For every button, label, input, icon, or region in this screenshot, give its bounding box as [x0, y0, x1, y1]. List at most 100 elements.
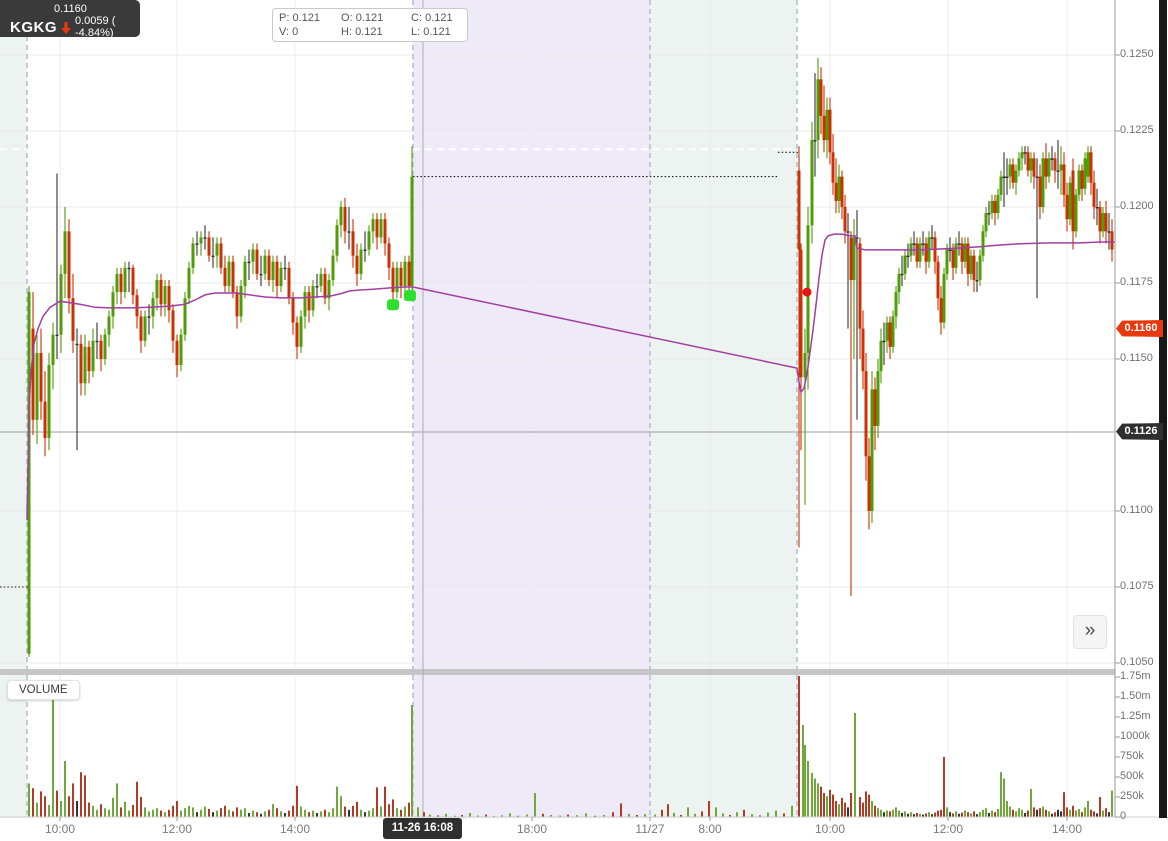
session-region-premarket-2 [650, 0, 797, 818]
candle-body [942, 273, 946, 323]
candle-body [1020, 152, 1024, 159]
candle-body [1104, 213, 1108, 232]
volume-bar [1000, 772, 1002, 817]
candle-body [1086, 152, 1090, 177]
volume-bar [895, 807, 897, 817]
candle-body [1029, 158, 1033, 171]
volume-axis-label: 1.25m [1120, 710, 1151, 722]
volume-bar [898, 810, 900, 817]
candle-body [63, 231, 67, 274]
volume-bar [1060, 811, 1062, 817]
volume-bar [320, 811, 322, 817]
volume-bar [694, 813, 696, 817]
volume-bar [104, 808, 106, 817]
volume-bar [1018, 808, 1020, 817]
volume-bar [1087, 801, 1089, 817]
volume-bar [328, 812, 330, 817]
candle-body [915, 243, 919, 262]
candle-body [858, 243, 862, 329]
time-axis-label: 12:00 [161, 822, 193, 836]
candle-body [343, 207, 347, 232]
volume-bar [1057, 809, 1059, 817]
volume-bar [534, 793, 536, 817]
volume-bar [64, 761, 66, 817]
volume-bar [1069, 809, 1071, 817]
candle-body [936, 261, 940, 299]
volume-bar [276, 808, 278, 817]
candle-body [75, 343, 79, 346]
volume-bar [461, 815, 463, 817]
volume-bar [112, 797, 114, 817]
candle-body [873, 389, 877, 426]
candle-body [175, 340, 179, 366]
candle-body [882, 340, 886, 343]
volume-bar [44, 796, 46, 817]
candle-body [1107, 231, 1111, 233]
volume-bar [56, 790, 58, 817]
volume-bar [92, 805, 94, 817]
buy-marker[interactable] [404, 290, 416, 302]
price-axis-label: 0.1150 [1120, 352, 1153, 364]
volume-bar [348, 809, 350, 817]
volume-bar [892, 809, 894, 817]
candle-body [876, 371, 880, 426]
volume-bar [1102, 810, 1104, 817]
volume-bar [883, 812, 885, 817]
candle-body [906, 255, 910, 258]
candle-body [307, 292, 311, 311]
volume-bar [1006, 801, 1008, 817]
volume-bar [180, 810, 182, 817]
volume-bar [324, 809, 326, 817]
pane-separator[interactable] [0, 669, 1115, 675]
volume-bar [300, 806, 302, 817]
candle-body [107, 316, 111, 335]
prev-close-axis-badge: 0.1126 [1116, 423, 1163, 440]
volume-bar [979, 812, 981, 817]
info-o: O: 0.121 [341, 12, 384, 24]
volume-bar [164, 812, 166, 817]
volume-bar [1045, 809, 1047, 817]
volume-bar [1096, 813, 1098, 817]
candle-body [359, 249, 363, 274]
candle-body [1005, 176, 1009, 178]
volume-bar [958, 813, 960, 817]
volume-bar [152, 809, 154, 817]
candle-body [263, 255, 267, 274]
candle-body [87, 346, 91, 372]
expand-panel-button[interactable]: » [1073, 615, 1107, 649]
volume-bar [931, 814, 933, 817]
candle-body [1035, 176, 1039, 178]
volume-pane-button[interactable]: VOLUME [7, 680, 80, 700]
volume-bar [1003, 778, 1005, 817]
candle-body [43, 401, 47, 439]
candle-body [1059, 164, 1063, 171]
volume-bar [946, 807, 948, 817]
volume-bar [919, 813, 921, 817]
volume-bar [865, 791, 867, 817]
candle-body [271, 261, 275, 280]
volume-bar [312, 810, 314, 817]
candle-body [191, 243, 195, 268]
candle-body [1056, 170, 1060, 172]
time-axis-label: 10:00 [814, 822, 846, 836]
volume-bar [850, 793, 852, 817]
volume-bar [96, 809, 98, 817]
volume-bar [1009, 806, 1011, 817]
candle-body [79, 343, 83, 384]
volume-axis-label: 1.50m [1120, 690, 1151, 702]
candle-body [1098, 207, 1102, 232]
candle-body [55, 334, 59, 337]
candle-body [119, 273, 123, 293]
volume-bar [991, 810, 993, 817]
candle-body [91, 340, 95, 372]
candle-body [816, 79, 820, 141]
volume-bar [823, 793, 825, 817]
sell-marker[interactable] [802, 287, 812, 297]
candle-body [311, 286, 315, 311]
candle-body [972, 255, 976, 280]
volume-bar [160, 810, 162, 817]
volume-bar [526, 814, 528, 817]
candle-body [1068, 182, 1072, 220]
buy-marker[interactable] [387, 299, 399, 311]
